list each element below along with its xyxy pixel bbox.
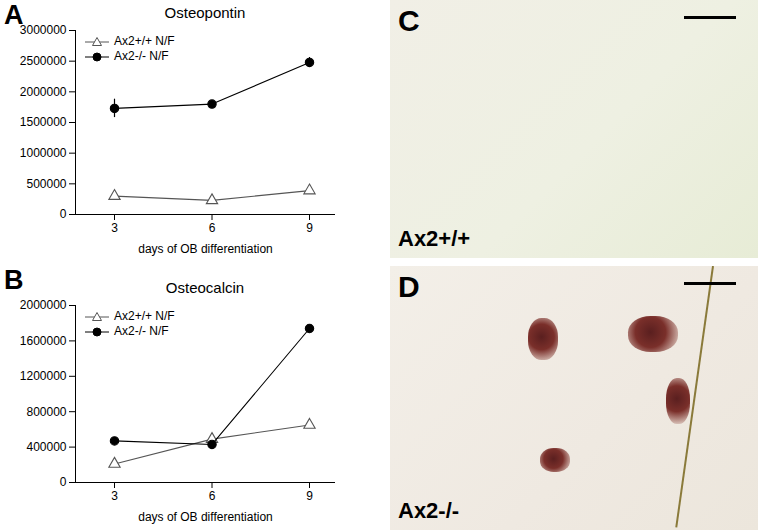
svg-text:3000000: 3000000 (20, 23, 67, 37)
svg-text:1200000: 1200000 (20, 369, 67, 383)
svg-text:days of OB differentiation: days of OB differentiation (138, 510, 273, 524)
html-text:Osteocalcin: Osteocalcin (165, 279, 245, 296)
svg-text:0: 0 (60, 207, 67, 221)
html-text:Ax2-/- N/F: Ax2-/- N/F (114, 324, 169, 338)
html-text:D: D (398, 270, 420, 303)
svg-text:1600000: 1600000 (20, 334, 67, 348)
svg-text:400000: 400000 (26, 440, 66, 454)
svg-text:6: 6 (209, 221, 216, 235)
html-text:Ax2+/+: Ax2+/+ (398, 226, 471, 251)
svg-text:3: 3 (111, 489, 118, 503)
html-text:Ax2+/+ N/F: Ax2+/+ N/F (114, 309, 175, 323)
html-text:Ax2-/-: Ax2-/- (398, 498, 460, 523)
html-text:C: C (398, 4, 420, 37)
svg-text:800000: 800000 (26, 405, 66, 419)
svg-text:9: 9 (306, 489, 313, 503)
html-text:A: A (4, 0, 24, 30)
svg-text:1000000: 1000000 (20, 146, 67, 160)
svg-text:9: 9 (306, 221, 313, 235)
html-text:B: B (4, 265, 24, 295)
html-text:Ax2+/+ N/F: Ax2+/+ N/F (114, 34, 175, 48)
svg-text:2500000: 2500000 (20, 54, 67, 68)
svg-text:6: 6 (209, 489, 216, 503)
svg-text:1500000: 1500000 (20, 115, 67, 129)
svg-text:3: 3 (111, 221, 118, 235)
svg-text:0: 0 (60, 475, 67, 489)
svg-text:2000000: 2000000 (20, 85, 67, 99)
svg-text:2000000: 2000000 (20, 298, 67, 312)
svg-text:500000: 500000 (26, 177, 66, 191)
svg-text:days of OB differentiation: days of OB differentiation (138, 242, 273, 256)
html-text:Ax2-/- N/F: Ax2-/- N/F (114, 49, 169, 63)
html-text:Osteopontin: Osteopontin (164, 4, 246, 21)
